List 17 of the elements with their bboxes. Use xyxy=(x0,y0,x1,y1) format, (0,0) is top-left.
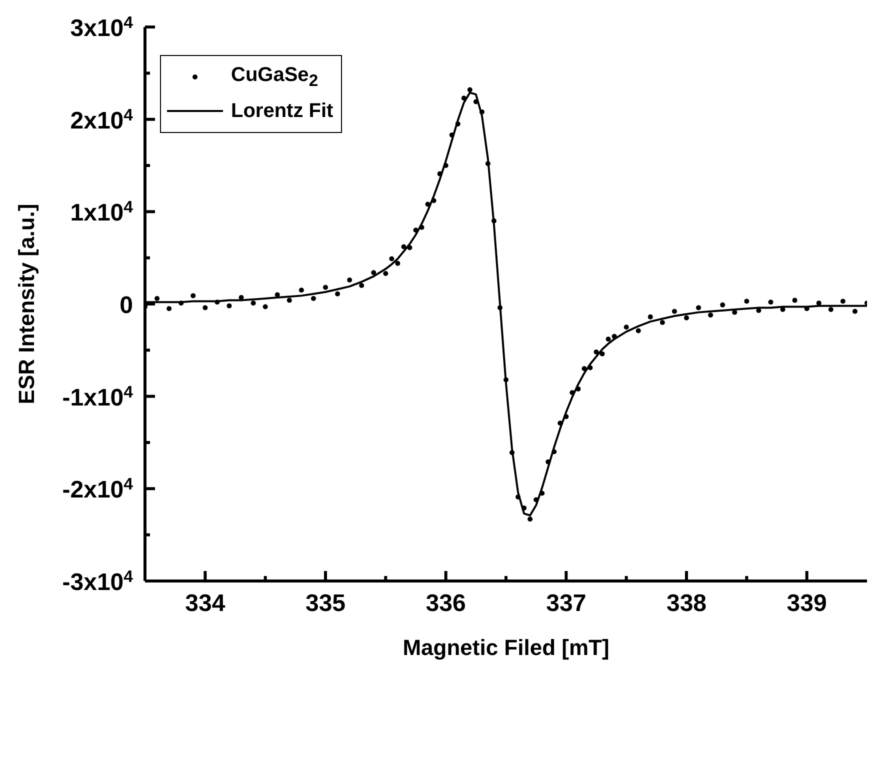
y-tick-label: 3x10$^{4}$ xyxy=(70,13,134,42)
x-tick-label: 338 xyxy=(666,590,707,617)
y-tick-label: 0 xyxy=(120,292,133,319)
x-tick-label: 336 xyxy=(426,590,466,617)
x-axis-title: Magnetic Filed [mT] xyxy=(402,635,610,660)
y-tick-label: -1x10$^{4}$ xyxy=(62,382,134,412)
x-tick-label: 335 xyxy=(305,590,346,617)
x-tick-label: 339 xyxy=(786,590,827,617)
y-tick-label: 1x10$^{4}$ xyxy=(70,198,134,227)
legend-label: Lorentz Fit xyxy=(231,100,334,122)
y-tick-label: -2x10$^{4}$ xyxy=(62,475,134,504)
y-axis-title: ESR Intensity [a.u.] xyxy=(14,204,39,404)
y-tick-label: 2x10$^{4}$ xyxy=(70,106,134,134)
x-tick-label: 337 xyxy=(546,590,586,617)
x-tick-label: 334 xyxy=(185,590,226,617)
legend-label: CuGaSe$_{2}$ xyxy=(231,64,318,90)
y-tick-label: -3x10$^{4}$ xyxy=(62,567,134,596)
